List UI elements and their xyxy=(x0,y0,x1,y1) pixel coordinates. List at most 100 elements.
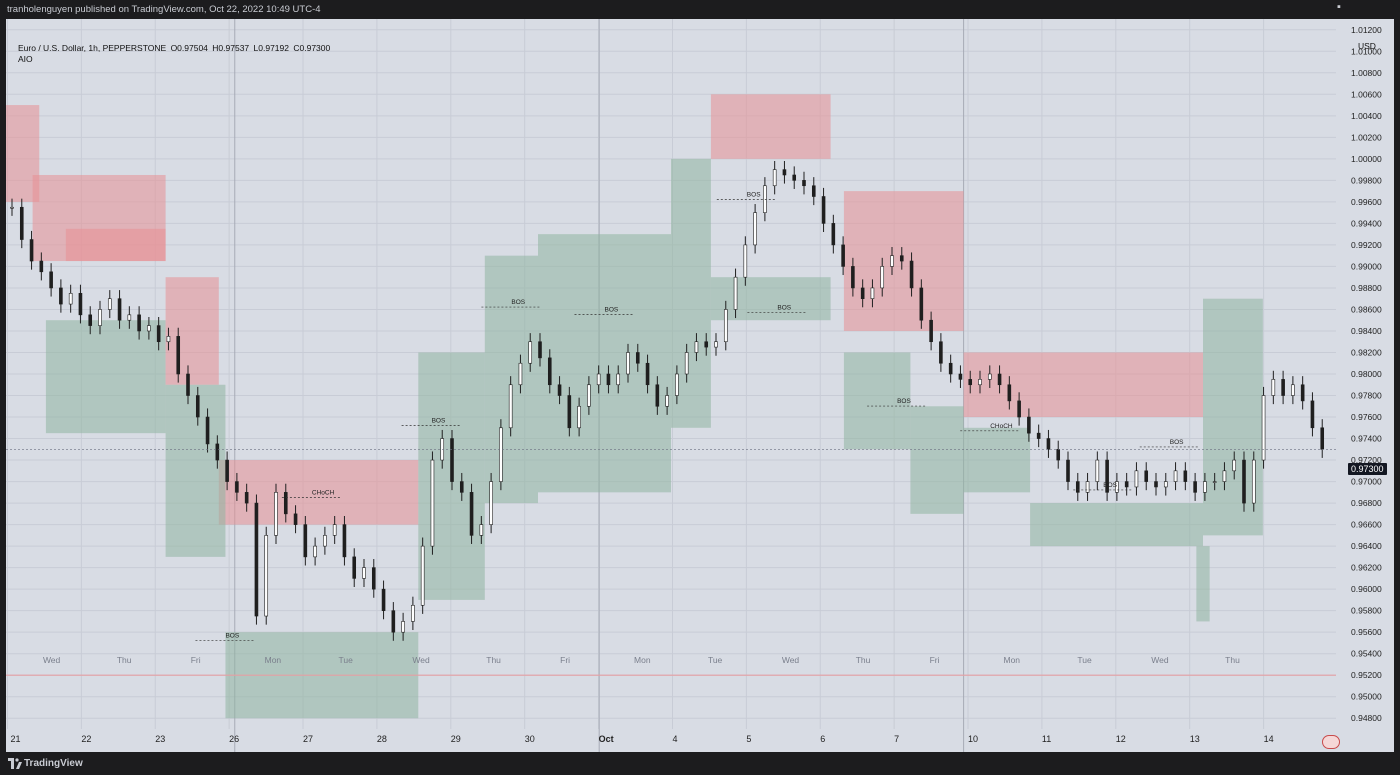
candle-body xyxy=(743,244,748,278)
candle-body xyxy=(675,373,679,396)
indicator-label[interactable]: AIO xyxy=(18,54,33,64)
y-tick-label: 1.00200 xyxy=(1351,132,1382,142)
candle-body xyxy=(88,314,93,326)
candle-body xyxy=(469,492,474,536)
candle-body xyxy=(645,362,650,386)
x-tick-label: 14 xyxy=(1264,734,1274,744)
candle-body xyxy=(342,524,347,558)
candle-body xyxy=(1027,416,1031,434)
candle-body xyxy=(176,336,181,375)
candle-body xyxy=(802,180,806,187)
candle-body xyxy=(1300,384,1305,402)
candle-body xyxy=(117,298,122,321)
y-tick-label: 0.99800 xyxy=(1351,175,1382,185)
candle-body xyxy=(59,287,63,305)
candle-body xyxy=(587,384,591,407)
candle-body xyxy=(49,271,53,289)
candle-body xyxy=(870,287,875,299)
candle-body xyxy=(98,309,102,326)
y-tick-label: 0.97400 xyxy=(1351,434,1382,444)
weekday-label: Fri xyxy=(191,655,201,665)
y-tick-label: 0.98400 xyxy=(1351,326,1382,336)
candle-body xyxy=(156,325,161,343)
weekday-label: Tue xyxy=(339,655,354,665)
candle-body xyxy=(430,459,435,547)
weekday-label: Tue xyxy=(1077,655,1092,665)
y-tick-label: 0.95400 xyxy=(1351,649,1382,659)
candle-body xyxy=(313,545,317,558)
y-tick-label: 0.97800 xyxy=(1351,391,1382,401)
currency-label: USD xyxy=(1358,41,1376,51)
low-value: L0.97192 xyxy=(253,43,289,53)
y-tick-label: 0.95200 xyxy=(1351,670,1382,680)
demand-zone xyxy=(910,406,964,514)
structure-label: BOS xyxy=(747,192,761,199)
candle-body xyxy=(1212,481,1217,483)
candle-body xyxy=(1173,470,1178,482)
y-tick-label: 0.99000 xyxy=(1351,261,1382,271)
y-tick-label: 0.95000 xyxy=(1351,692,1382,702)
candle-body xyxy=(694,341,699,353)
candle-body xyxy=(508,384,513,429)
candle-body xyxy=(821,196,826,224)
candle-body xyxy=(1007,384,1012,402)
candle-body xyxy=(166,336,171,343)
candle-body xyxy=(10,206,14,209)
candle-body xyxy=(1144,470,1149,482)
y-tick-label: 1.01200 xyxy=(1351,25,1382,35)
candle-body xyxy=(205,416,210,445)
candle-body xyxy=(772,169,777,187)
candle-body xyxy=(323,535,327,547)
candle-body xyxy=(1036,432,1041,439)
candle-body xyxy=(303,524,308,558)
x-tick-label: Oct xyxy=(599,734,614,744)
weekday-label: Thu xyxy=(856,655,871,665)
weekday-label: Mon xyxy=(1004,655,1021,665)
weekday-label: Thu xyxy=(486,655,501,665)
candle-body xyxy=(948,362,953,375)
x-tick-label: 28 xyxy=(377,734,387,744)
candle-body xyxy=(225,459,229,482)
weekday-label: Wed xyxy=(782,655,800,665)
price-chart[interactable]: BOS CHoCH BOS BOS BOS BOS BOS BOS CHoCH BOS BOS 1.0… xyxy=(6,19,1394,752)
y-tick-label: 0.95800 xyxy=(1351,606,1382,616)
menu-icon[interactable]: ▪ xyxy=(1337,1,1341,13)
candle-body xyxy=(782,169,787,176)
y-tick-label: 0.96800 xyxy=(1351,498,1382,508)
supply-zone xyxy=(963,352,1203,418)
candle-body xyxy=(1046,438,1051,450)
chart-frame[interactable]: BOS CHoCH BOS BOS BOS BOS BOS BOS CHoCH BOS BOS 1.0… xyxy=(6,19,1394,752)
structure-label: BOS xyxy=(777,304,791,311)
x-tick-label: 12 xyxy=(1116,734,1126,744)
weekday-label: Fri xyxy=(930,655,940,665)
supply-zone xyxy=(710,94,831,159)
candle-body xyxy=(811,185,816,197)
candle-body xyxy=(479,524,484,536)
y-tick-label: 0.94800 xyxy=(1351,713,1382,723)
chart-legend: Euro / U.S. Dollar, 1h, PEPPERSTONE O0.9… xyxy=(18,43,332,65)
y-tick-label: 0.96000 xyxy=(1351,584,1382,594)
symbol-label[interactable]: Euro / U.S. Dollar, 1h, PEPPERSTONE xyxy=(18,43,167,53)
y-tick-label: 0.97200 xyxy=(1351,455,1382,465)
candle-body xyxy=(1095,459,1100,482)
x-tick-label: 10 xyxy=(968,734,978,744)
weekday-label: Mon xyxy=(265,655,282,665)
candle-body xyxy=(1242,459,1246,504)
publish-bar: tranholenguyen published on TradingView.… xyxy=(0,0,1400,19)
y-tick-label: 0.96400 xyxy=(1351,541,1382,551)
y-tick-label: 1.01000 xyxy=(1351,46,1382,56)
candle-body xyxy=(244,492,249,504)
candle-body xyxy=(518,362,523,386)
candle-body xyxy=(1017,400,1021,418)
candle-body xyxy=(195,395,200,418)
y-tick-label: 1.00000 xyxy=(1351,154,1382,164)
candle-body xyxy=(792,174,797,181)
weekday-label: Wed xyxy=(43,655,61,665)
candle-body xyxy=(919,287,924,321)
alert-icon[interactable] xyxy=(1322,735,1340,749)
candle-body xyxy=(1154,481,1158,488)
candle-body xyxy=(890,255,894,267)
candle-body xyxy=(557,384,562,396)
y-tick-label: 0.96200 xyxy=(1351,563,1382,573)
high-value: H0.97537 xyxy=(212,43,250,53)
